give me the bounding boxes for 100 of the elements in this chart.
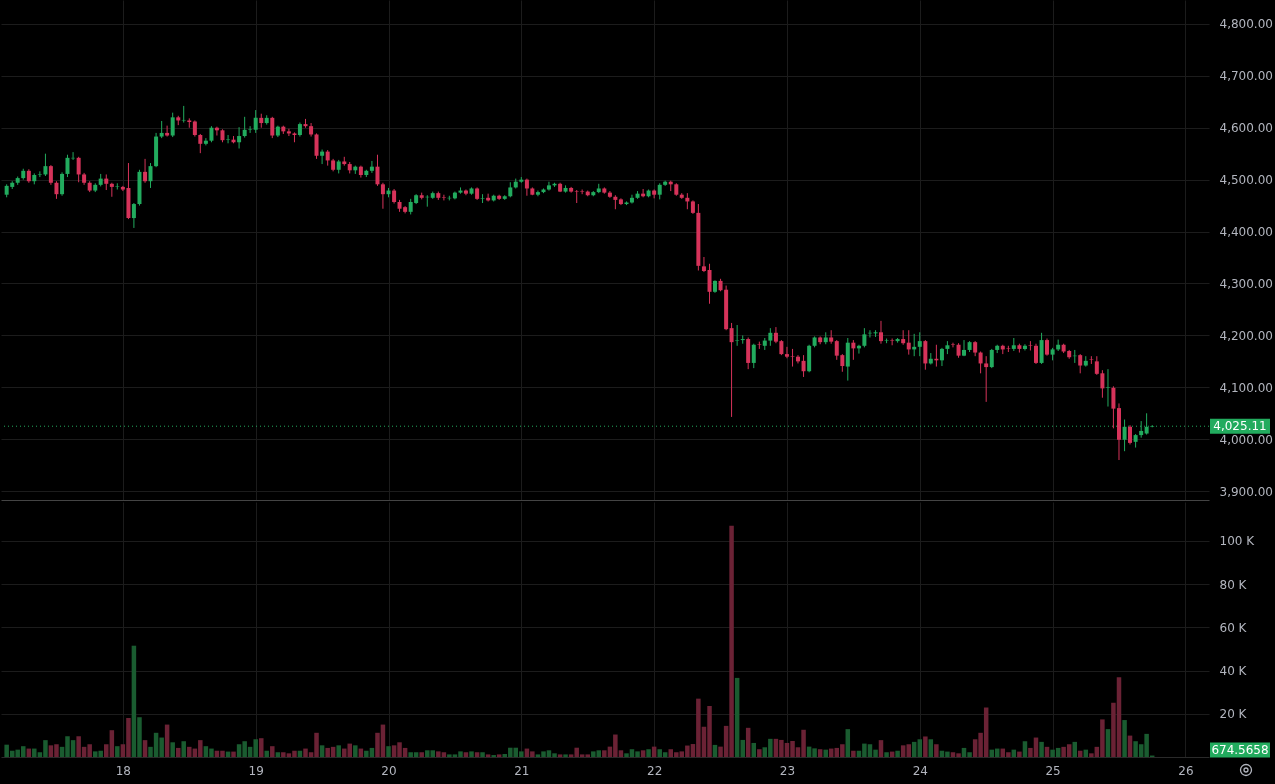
- y-tick-label: 4,500.00: [1219, 173, 1273, 188]
- candlestick: [441, 194, 446, 201]
- candlestick: [1039, 332, 1044, 365]
- candlestick: [203, 137, 208, 146]
- bar: [1017, 751, 1022, 757]
- bar: [480, 752, 485, 757]
- bar: [923, 736, 928, 757]
- bar: [469, 751, 474, 757]
- bar: [275, 752, 281, 757]
- bar: [264, 750, 269, 757]
- bar: [474, 752, 480, 757]
- bar: [231, 751, 236, 757]
- text: 674.5658: [1211, 743, 1269, 757]
- candlestick: [43, 153, 48, 177]
- bar: [176, 747, 181, 757]
- bar: [386, 746, 391, 757]
- candlestick: [740, 334, 745, 345]
- candlestick: [1033, 343, 1038, 365]
- y-tick-label: 4,600.00: [1219, 121, 1273, 136]
- bar: [181, 741, 186, 757]
- y-tick-label: 4,700.00: [1219, 69, 1273, 84]
- bar: [906, 744, 911, 757]
- x-tick-label: 21: [514, 763, 530, 778]
- bar: [319, 745, 325, 757]
- bar: [851, 750, 856, 757]
- bar: [1122, 720, 1127, 757]
- candlestick: [790, 348, 795, 368]
- y-tick-label: 20 K: [1219, 707, 1248, 722]
- candlestick: [701, 256, 706, 273]
- candlestick: [48, 164, 53, 186]
- candlestick: [978, 351, 983, 374]
- x-tick-label: 23: [779, 763, 796, 778]
- bar: [259, 738, 264, 757]
- candlestick: [237, 126, 242, 149]
- bar: [563, 754, 568, 757]
- candlestick: [962, 339, 966, 357]
- candlestick: [1128, 424, 1133, 445]
- y-tick-label: 40 K: [1219, 664, 1248, 679]
- candlestick: [729, 322, 734, 418]
- candlestick: [37, 170, 42, 178]
- candlestick: [320, 149, 325, 165]
- candlestick: [286, 128, 291, 137]
- bar: [845, 729, 851, 757]
- candlestick: [76, 156, 81, 183]
- bar: [463, 752, 469, 757]
- y-tick-label: 4,000.00: [1219, 432, 1273, 447]
- bar: [646, 749, 651, 757]
- bar: [496, 754, 502, 757]
- bar: [640, 750, 646, 757]
- candlestick: [917, 331, 922, 357]
- candlestick: [143, 158, 148, 184]
- candlestick: [862, 327, 867, 348]
- candlestick: [198, 133, 203, 154]
- candlestick: [1111, 385, 1116, 429]
- candlestick: [115, 182, 120, 191]
- candlestick: [939, 347, 944, 367]
- candlestick: [380, 182, 385, 210]
- bar: [419, 752, 424, 757]
- candlestick: [524, 178, 529, 197]
- candlestick: [1122, 419, 1127, 452]
- y-tick-label: 4,300.00: [1219, 276, 1273, 291]
- bar: [884, 752, 889, 757]
- y-tick-label: 3,900.00: [1219, 484, 1273, 499]
- candlestick: [890, 338, 895, 346]
- bar: [115, 746, 120, 757]
- candlestick: [751, 343, 756, 369]
- bar: [928, 739, 934, 757]
- candlestick: [60, 171, 65, 197]
- candlestick: [784, 346, 789, 359]
- candlestick: [270, 116, 275, 139]
- candlestick: [314, 132, 319, 160]
- bar: [1039, 741, 1044, 757]
- candlestick: [242, 116, 247, 139]
- candlestick: [801, 354, 806, 378]
- candlestick: [375, 154, 380, 187]
- x-tick-label: 19: [248, 763, 264, 778]
- candlestick: [923, 339, 928, 371]
- bar: [917, 739, 923, 757]
- bar: [485, 754, 491, 757]
- candlestick: [735, 324, 740, 347]
- x-tick-label: 25: [1045, 763, 1061, 778]
- candlestick: [309, 122, 314, 138]
- candlestick: [1022, 343, 1027, 351]
- y-tick-label: 4,100.00: [1219, 380, 1273, 395]
- bar: [170, 742, 175, 757]
- x-tick-label: 18: [115, 763, 132, 778]
- candlestick: [109, 182, 114, 198]
- bar: [1022, 741, 1028, 757]
- x-tick-label: 24: [912, 763, 928, 778]
- candlestick: [989, 348, 994, 369]
- bar: [270, 746, 275, 757]
- candlestick: [253, 109, 258, 134]
- candlestick: [878, 320, 883, 345]
- candlestick: [131, 202, 136, 229]
- bar: [823, 749, 828, 757]
- candlestick: [707, 263, 712, 305]
- y-tick-label: 100 K: [1219, 534, 1256, 549]
- y-tick-label: 4,400.00: [1219, 225, 1273, 240]
- bar: [757, 749, 762, 757]
- candlestick: [1105, 368, 1110, 408]
